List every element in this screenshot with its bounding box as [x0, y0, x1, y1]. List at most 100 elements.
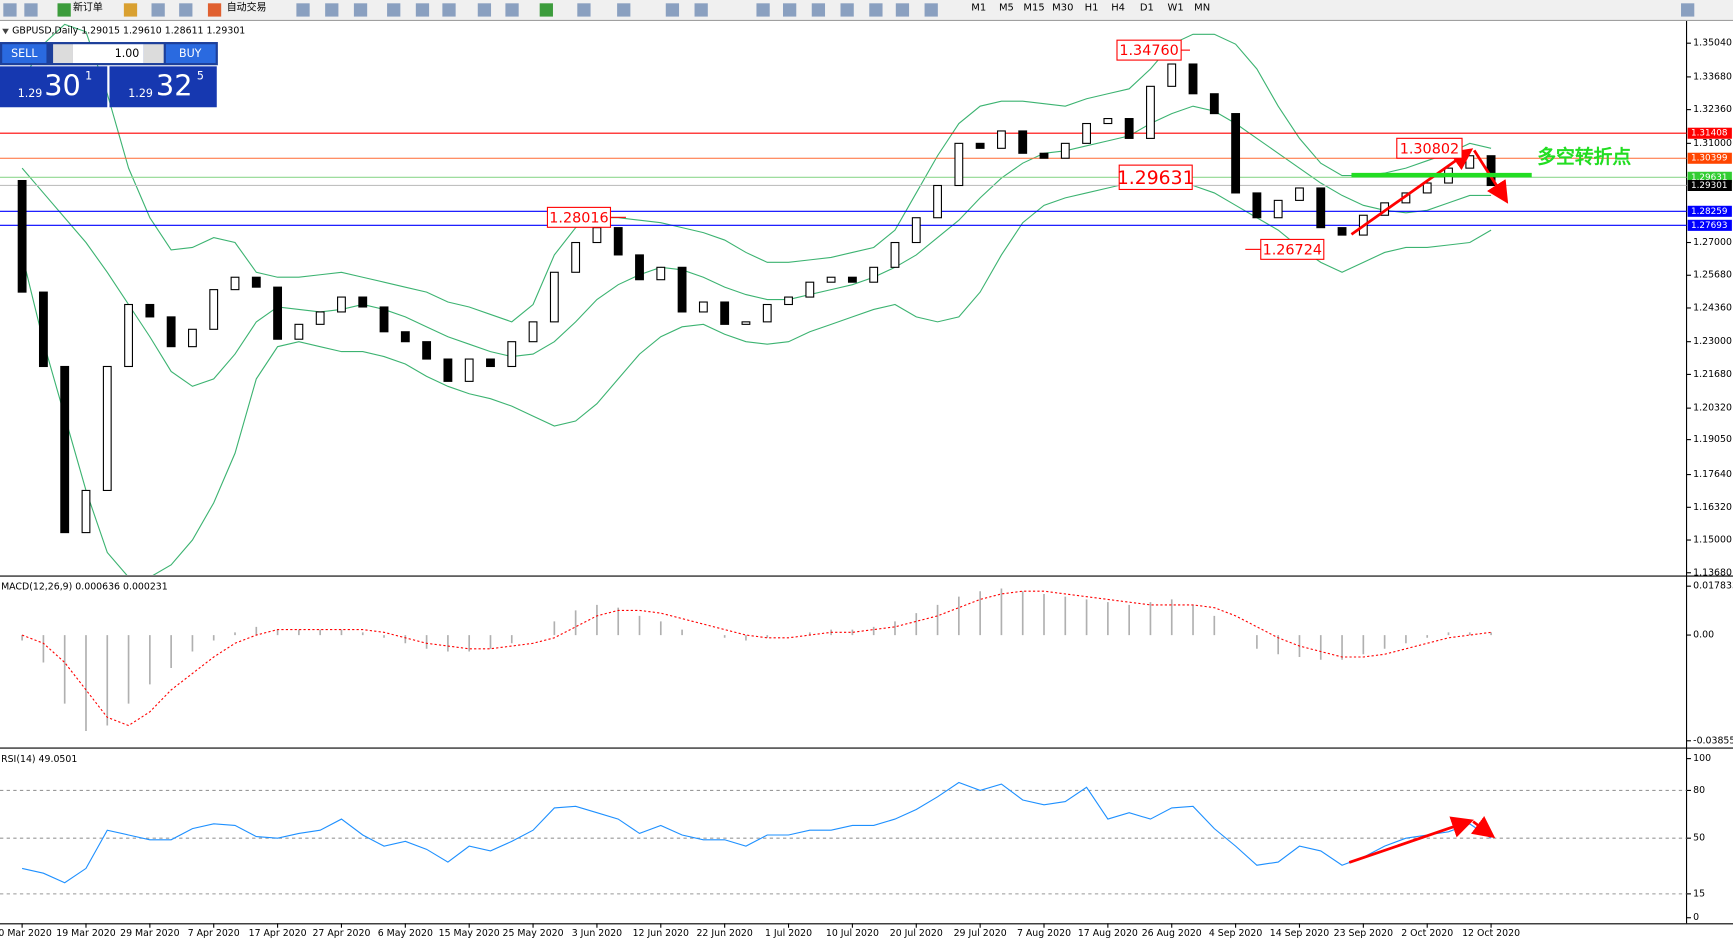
lot-input[interactable] — [72, 44, 144, 64]
x-tick-label: 12 Jun 2020 — [633, 928, 689, 939]
lot-spinner[interactable] — [143, 44, 164, 64]
timeframe-button[interactable]: MN — [1194, 3, 1210, 14]
price-panel — [0, 23, 1687, 575]
rsi-title: RSI(14) 49.0501 — [1, 754, 77, 765]
timeframe-button[interactable]: H4 — [1111, 3, 1125, 14]
y-tick-label: 1.17640 — [1693, 469, 1732, 480]
y-tick-label: 100 — [1693, 753, 1711, 764]
candle — [124, 303, 133, 368]
x-tick-label: 6 May 2020 — [378, 928, 433, 939]
icon[interactable] — [756, 3, 770, 17]
y-tick-label: 1.20320 — [1693, 403, 1732, 414]
lot-value[interactable]: 1.00 — [115, 47, 140, 60]
buy-price-point: 5 — [197, 69, 204, 82]
y-tick-label: 1.24360 — [1693, 302, 1732, 313]
y-tick-label: 80 — [1693, 785, 1705, 796]
candle — [60, 365, 70, 534]
candle — [38, 291, 48, 368]
timeframe-button[interactable]: M30 — [1052, 3, 1073, 14]
timeframe-button[interactable]: M1 — [971, 3, 986, 14]
x-tick-label: 3 Jun 2020 — [572, 928, 622, 939]
macd-signal — [21, 590, 1492, 727]
sell-price-pips: 30 — [44, 68, 81, 102]
icon[interactable] — [840, 3, 854, 17]
icon[interactable] — [387, 3, 401, 17]
buy-button[interactable] — [165, 44, 216, 64]
price-level-tag — [1687, 219, 1732, 231]
candle — [507, 341, 517, 368]
icon[interactable] — [179, 3, 193, 17]
candle — [166, 316, 176, 348]
icon[interactable] — [3, 3, 17, 17]
chart-icon — [2, 28, 9, 35]
candle — [422, 341, 432, 360]
timeframe-button[interactable]: W1 — [1168, 3, 1184, 14]
sell-price-point: 1 — [85, 69, 92, 82]
icon[interactable] — [783, 3, 797, 17]
icon[interactable] — [1681, 3, 1695, 17]
icon[interactable] — [477, 3, 492, 17]
y-tick-label: 15 — [1693, 888, 1705, 899]
y-tick-label: 0.017833 — [1693, 581, 1733, 592]
annotation-label: 1.28016 — [549, 210, 608, 226]
candle — [464, 358, 474, 382]
buy-price-box[interactable] — [109, 66, 217, 108]
candle — [784, 296, 793, 306]
candle — [315, 311, 325, 325]
icon[interactable] — [415, 3, 430, 17]
candle — [1018, 130, 1028, 154]
sell-button[interactable] — [2, 44, 47, 64]
candle — [571, 241, 581, 273]
timeframe-button[interactable]: H1 — [1085, 3, 1099, 14]
candle — [677, 266, 687, 313]
price-level-label: 1.27693 — [1691, 221, 1728, 231]
icon[interactable] — [296, 3, 310, 17]
trend-arrow — [1470, 816, 1496, 839]
timeframe-button[interactable]: D1 — [1140, 3, 1154, 14]
icon[interactable] — [57, 3, 71, 17]
timeframe-button[interactable]: M5 — [999, 3, 1014, 14]
candle — [1465, 155, 1475, 169]
icon[interactable] — [895, 3, 910, 17]
candle — [443, 358, 453, 382]
y-tick-label: -0.038559 — [1693, 735, 1733, 746]
trade-panel: SELL 1.00 BUY 1.29 30 1 1.29 32 5 — [0, 42, 218, 108]
icon[interactable] — [577, 3, 591, 17]
icon[interactable] — [505, 3, 519, 17]
icon[interactable] — [869, 3, 883, 17]
annotation-box — [546, 206, 612, 228]
trend-arrow — [1348, 816, 1474, 864]
icon[interactable] — [442, 3, 456, 17]
icon[interactable] — [123, 3, 138, 17]
y-tick-label: 1.35040 — [1693, 38, 1732, 49]
candle — [400, 331, 410, 343]
icon[interactable] — [617, 3, 631, 17]
sell-price-box[interactable] — [0, 66, 108, 108]
candle — [230, 276, 240, 291]
y-tick-label: 1.16320 — [1693, 502, 1732, 513]
buy-label[interactable]: BUY — [179, 47, 202, 60]
lot-spinner[interactable] — [53, 44, 73, 64]
sell-label[interactable]: SELL — [11, 47, 38, 60]
candle — [635, 254, 644, 281]
icon[interactable] — [151, 3, 165, 17]
icon[interactable] — [924, 3, 938, 17]
icon[interactable] — [207, 3, 222, 17]
icon[interactable] — [325, 3, 339, 17]
icon[interactable] — [665, 3, 680, 17]
candle — [528, 321, 538, 343]
new-order-button[interactable]: 新订单 — [73, 1, 103, 14]
price-level-label: 1.29631 — [1691, 173, 1728, 183]
icon[interactable] — [24, 3, 38, 17]
candle — [1060, 142, 1070, 159]
auto-trading-button[interactable]: 自动交易 — [227, 1, 267, 14]
annotation-label: 1.26724 — [1263, 242, 1322, 258]
icon[interactable] — [694, 3, 708, 17]
timeframe-button[interactable]: M15 — [1023, 3, 1044, 14]
icon[interactable] — [811, 3, 826, 17]
candle — [358, 296, 368, 308]
icon[interactable] — [539, 3, 553, 17]
trend-arrows — [1348, 148, 1509, 864]
candle — [720, 301, 730, 325]
icon[interactable] — [353, 3, 368, 17]
